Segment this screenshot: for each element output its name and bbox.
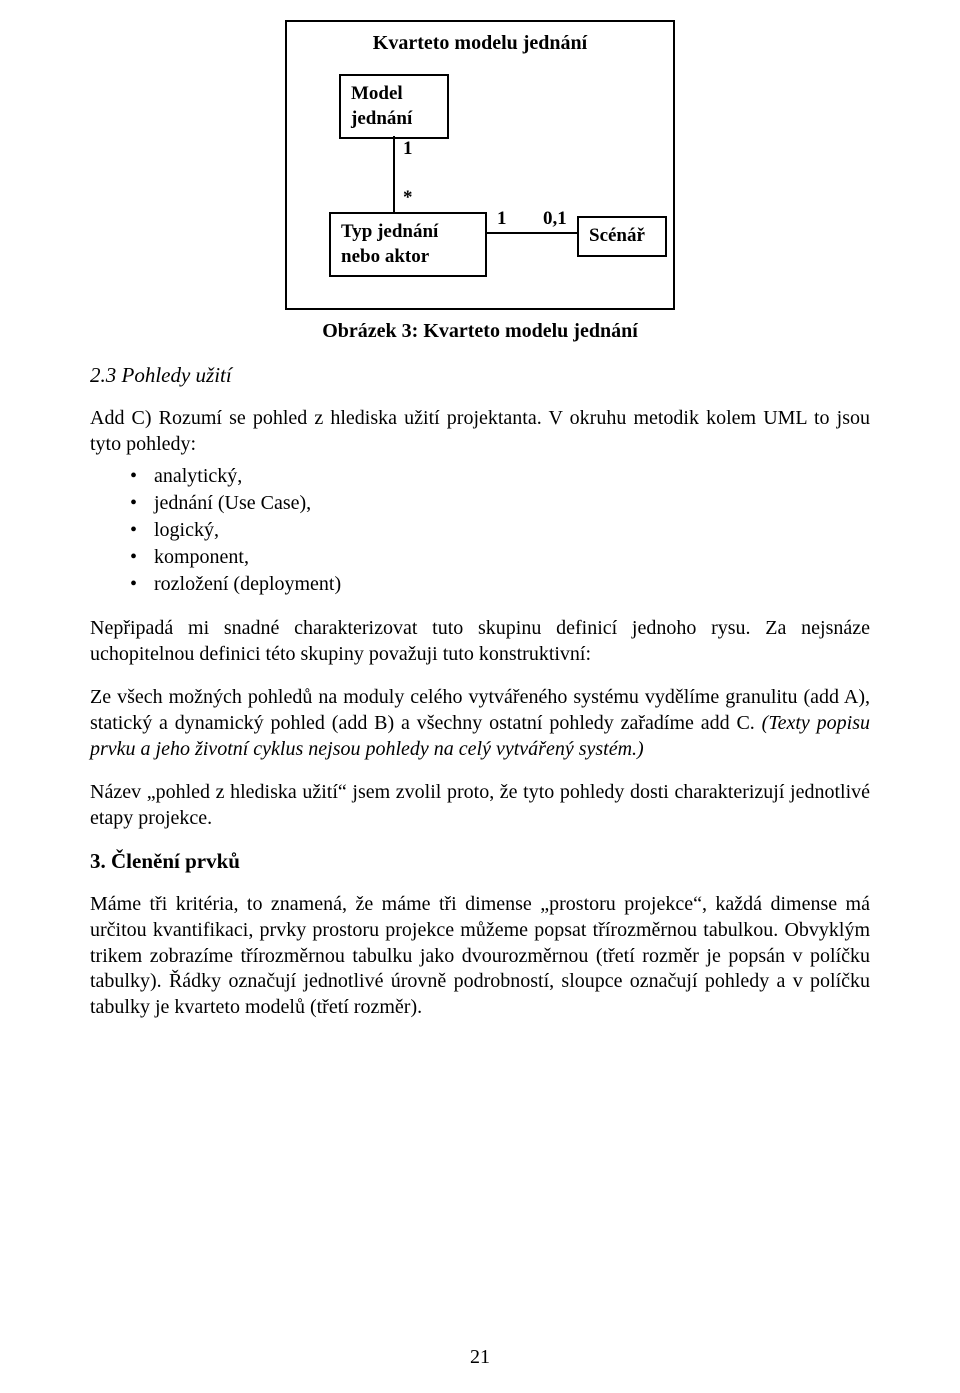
section-3-title: 3. Členění prvků — [90, 849, 870, 874]
box-model-line1: Model — [351, 82, 437, 107]
diagram-box-scenar: Scénář — [577, 216, 667, 257]
bullet-item: analytický, — [130, 463, 870, 490]
paragraph-5: Máme tři kritéria, to znamená, že máme t… — [90, 892, 870, 1020]
bullet-item: rozložení (deployment) — [130, 571, 870, 598]
connector-horizontal — [487, 232, 577, 234]
bullet-list: analytický, jednání (Use Case), logický,… — [90, 463, 870, 598]
box-typ-line2: nebo aktor — [341, 245, 475, 270]
paragraph-3: Ze všech možných pohledů na moduly celéh… — [90, 685, 870, 762]
multiplicity-left-1: 1 — [497, 208, 507, 230]
diagram-frame: Kvarteto modelu jednání Model jednání Ty… — [285, 20, 675, 310]
multiplicity-star: * — [403, 187, 413, 209]
box-typ-line1: Typ jednání — [341, 220, 475, 245]
page-number: 21 — [0, 1346, 960, 1369]
paragraph-3-plain: Ze všech možných pohledů na moduly celéh… — [90, 686, 870, 734]
section-2-3-title: 2.3 Pohledy užití — [90, 363, 870, 388]
connector-vertical — [393, 136, 395, 212]
box-model-line2: jednání — [351, 107, 437, 132]
multiplicity-right-01: 0,1 — [543, 208, 567, 230]
diagram-box-model: Model jednání — [339, 74, 449, 139]
paragraph-2: Nepřipadá mi snadné charakterizovat tuto… — [90, 616, 870, 667]
multiplicity-top-1: 1 — [403, 138, 413, 160]
diagram-title: Kvarteto modelu jednání — [287, 32, 673, 55]
bullet-item: komponent, — [130, 544, 870, 571]
bullet-item: jednání (Use Case), — [130, 490, 870, 517]
diagram-container: Kvarteto modelu jednání Model jednání Ty… — [285, 20, 675, 343]
paragraph-4: Název „pohled z hlediska užití“ jsem zvo… — [90, 780, 870, 831]
bullet-item: logický, — [130, 517, 870, 544]
paragraph-1: Add C) Rozumí se pohled z hlediska užití… — [90, 406, 870, 457]
figure-caption: Obrázek 3: Kvarteto modelu jednání — [285, 320, 675, 343]
page: Kvarteto modelu jednání Model jednání Ty… — [0, 0, 960, 1393]
diagram-box-typ: Typ jednání nebo aktor — [329, 212, 487, 277]
